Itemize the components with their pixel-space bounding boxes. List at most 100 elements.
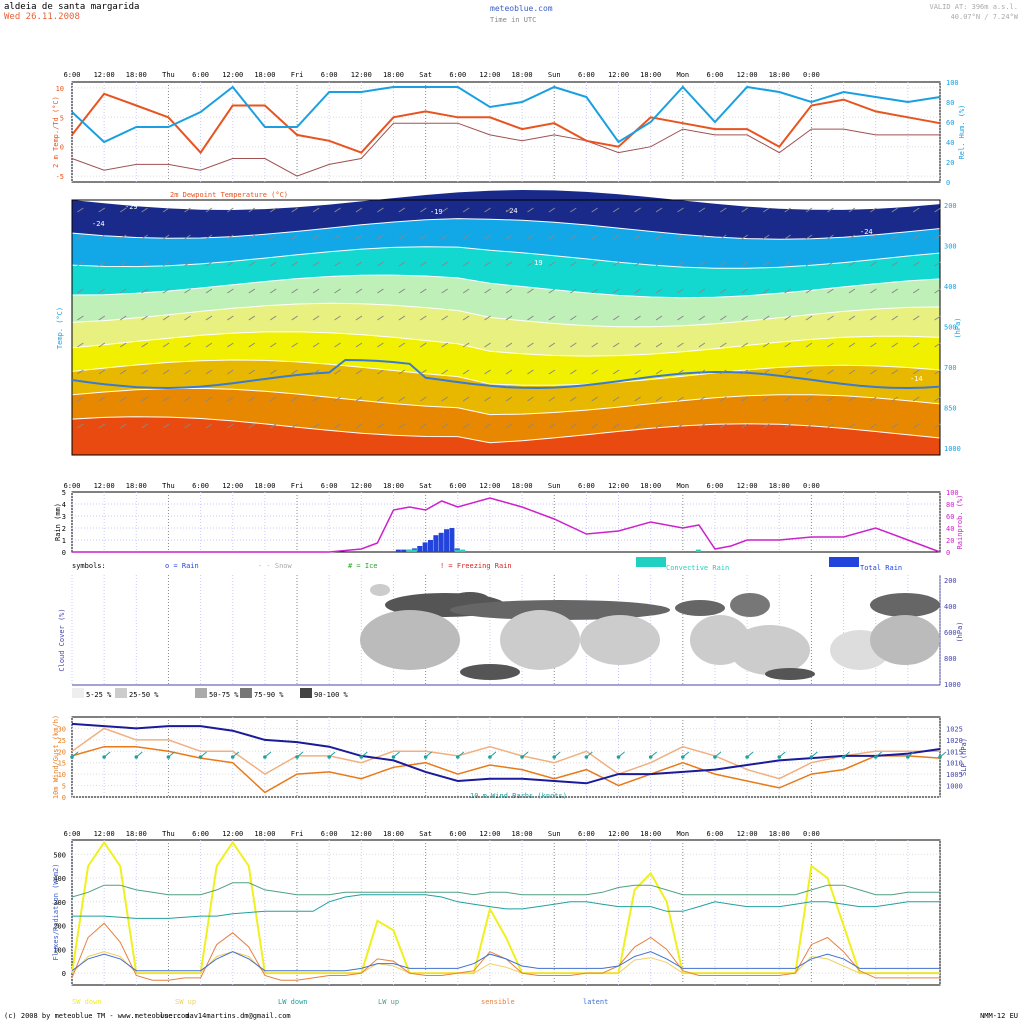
wind-barb: [162, 288, 170, 294]
time-axis-label: 18:00: [769, 830, 790, 838]
wind-barb: [843, 751, 850, 758]
wind-barb: [505, 342, 513, 348]
wind-barb: [827, 288, 834, 294]
symbol-legend-item: - - Snow: [258, 562, 293, 570]
wind-barb: [98, 369, 106, 375]
wind-barb: [505, 234, 513, 240]
wind-barb: [419, 369, 427, 375]
isotherm-label: -24: [860, 228, 873, 236]
wind-barb: [484, 234, 491, 240]
time-axis-label: Fri: [291, 71, 304, 79]
wind-barb: [720, 369, 727, 375]
wind-barb: [655, 234, 663, 240]
rainprob-axis-label: Rainprob. (%): [956, 495, 964, 550]
rain-axis-label: Rain (mm): [54, 503, 62, 541]
profile-pressure-label: (hPa): [954, 317, 962, 338]
slp-tick-label: 1010: [946, 760, 963, 768]
wind-barb: [355, 342, 363, 348]
wind-barb: [355, 315, 363, 321]
wind-barb: [98, 315, 106, 321]
wind-barb: [98, 207, 106, 213]
freezing-level-line: [71, 358, 941, 390]
wind-barb: [698, 234, 706, 240]
wind-barb: [891, 423, 899, 429]
wind-barb: [98, 342, 106, 348]
brand-link[interactable]: meteoblue.com: [490, 4, 553, 13]
wind-barb: [682, 751, 690, 758]
humidity-axis-label: Rel. Hum. (%): [958, 105, 966, 160]
rainprob-tick-label: 100: [946, 489, 959, 497]
wind-barb: [848, 207, 856, 213]
time-axis-label: 12:00: [608, 482, 629, 490]
rainprob-tick-label: 0: [946, 549, 950, 557]
wind-barb: [184, 207, 191, 213]
wind-barb: [398, 234, 406, 240]
cloud-pressure-tick: 600: [944, 629, 957, 637]
wind-barb: [227, 261, 234, 267]
wind-barb: [462, 342, 470, 348]
wind-barb: [784, 369, 791, 375]
total-rain-bar: [417, 546, 423, 552]
wind-barb: [548, 369, 556, 375]
total-rain-bar: [395, 549, 401, 552]
wind-barb: [119, 396, 127, 402]
rainprob-tick-label: 60: [946, 513, 954, 521]
wind-barb: [98, 261, 106, 267]
wind-barb: [891, 207, 899, 213]
wind-barb: [612, 288, 620, 294]
wind-barb: [677, 261, 684, 267]
wind-barb: [419, 423, 427, 429]
wind-barb: [741, 369, 749, 375]
wind-barb: [591, 288, 599, 294]
wind-barb: [398, 396, 406, 402]
time-axis-label: 18:00: [254, 71, 275, 79]
rainprob-tick-label: 40: [946, 525, 954, 533]
wind-barb: [827, 261, 834, 267]
wind-barb: [291, 396, 298, 402]
wind-barb: [891, 288, 899, 294]
wind-barb: [77, 207, 84, 213]
wind-barb: [441, 396, 448, 402]
wind-barb: [762, 423, 770, 429]
wind-barb: [698, 423, 706, 429]
wind-barb: [334, 207, 341, 213]
wind-barb: [291, 234, 298, 240]
wind-barb: [527, 261, 534, 267]
pressure-tick-label: 850: [944, 405, 957, 413]
humidity-tick-label: 100: [946, 79, 959, 87]
model-name: NMM-12 EU: [980, 1012, 1018, 1020]
wind-barb: [269, 342, 277, 348]
cloud-blob: [870, 615, 940, 665]
dewpoint-line: [71, 122, 940, 177]
wind-barb: [655, 288, 663, 294]
wind-barb: [398, 261, 406, 267]
cloud-legend-label: 5-25 %: [86, 691, 112, 699]
wind-barb: [312, 423, 320, 429]
isotherm-label: -19: [430, 208, 443, 216]
symbol-legend-item: ! = Freezing Rain: [440, 562, 512, 570]
rainprob-tick-label: 80: [946, 501, 954, 509]
wind-barb: [312, 369, 320, 375]
user-email: user: dav14martins.dm@gmail.com: [160, 1012, 291, 1020]
rain-tick-label: 1: [62, 537, 66, 545]
pressure-tick-label: 1000: [944, 445, 961, 453]
wind-barb: [634, 234, 641, 240]
wind-barb: [805, 234, 813, 240]
wind-barb: [650, 751, 657, 758]
isotherm-label: -14: [910, 375, 923, 383]
wind-barb: [227, 423, 234, 429]
flux-legend-label: LW down: [278, 998, 308, 1006]
wind-barb: [462, 234, 470, 240]
wind-barb: [419, 315, 427, 321]
wind-barb: [570, 315, 577, 321]
wind-barb: [377, 369, 384, 375]
time-axis-label: Sat: [419, 482, 432, 490]
wind-barb: [462, 315, 470, 321]
wind-barb: [377, 396, 384, 402]
wind-barb: [398, 315, 406, 321]
wind-barb: [655, 423, 663, 429]
total-rain-bar: [438, 532, 444, 552]
wind-barb: [848, 315, 856, 321]
temp-panel-frame: [71, 81, 941, 183]
